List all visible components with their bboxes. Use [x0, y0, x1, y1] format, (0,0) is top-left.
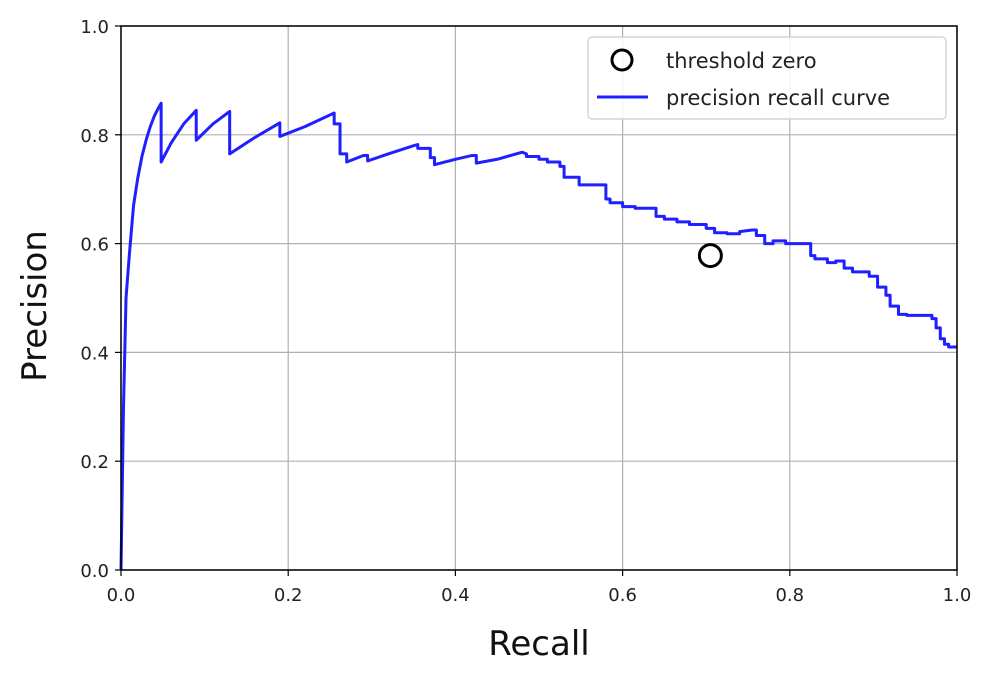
x-tick-label: 0.0 [107, 585, 136, 606]
x-axis-title: Recall [488, 624, 589, 664]
series-layer [119, 101, 957, 571]
y-tick-label: 0.4 [80, 343, 109, 364]
x-axis-ticks: 0.0 0.2 0.4 0.6 0.8 1.0 [107, 570, 972, 606]
legend-label-precision-recall-curve: precision recall curve [666, 86, 890, 110]
legend-marker-threshold-zero [610, 48, 634, 72]
y-tick-label: 0.2 [80, 452, 109, 473]
x-tick-label: 0.2 [274, 585, 303, 606]
threshold-zero-marker [697, 243, 723, 269]
x-tick-label: 1.0 [943, 585, 972, 606]
y-tick-label: 0.0 [80, 561, 109, 582]
precision-recall-curve-line [119, 101, 957, 571]
legend-label-threshold-zero: threshold zero [666, 49, 817, 73]
y-axis-title: Precision [15, 230, 55, 382]
y-tick-label: 0.6 [80, 235, 109, 256]
x-tick-label: 0.8 [775, 585, 804, 606]
x-tick-label: 0.6 [608, 585, 637, 606]
legend: threshold zero precision recall curve [587, 36, 947, 120]
legend-box [587, 36, 947, 120]
y-tick-label: 1.0 [80, 17, 109, 38]
y-tick-label: 0.8 [80, 126, 109, 147]
plot-frame [120, 25, 958, 571]
x-tick-label: 0.4 [441, 585, 470, 606]
y-axis-ticks: 0.0 0.2 0.4 0.6 0.8 1.0 [80, 17, 121, 582]
